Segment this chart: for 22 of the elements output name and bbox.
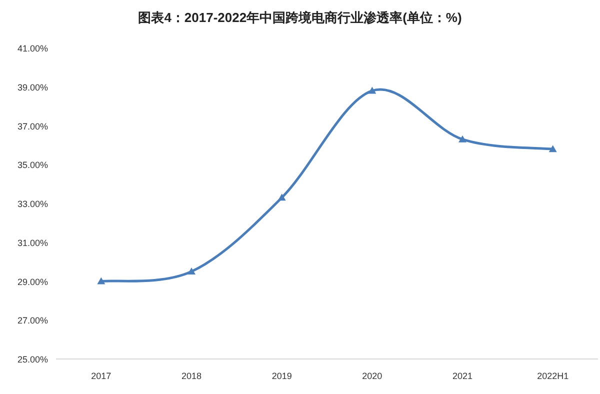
- y-tick-label: 39.00%: [17, 82, 48, 92]
- y-tick-label: 35.00%: [17, 160, 48, 170]
- y-tick-label: 33.00%: [17, 199, 48, 209]
- x-tick-label: 2020: [362, 371, 382, 381]
- point: [458, 135, 466, 142]
- point: [548, 145, 557, 152]
- x-tick-label: 2022H1: [537, 371, 569, 381]
- y-tick-label: 27.00%: [17, 316, 48, 326]
- point: [188, 268, 196, 275]
- x-tick-label: 2018: [181, 371, 202, 381]
- point: [97, 277, 106, 284]
- y-tick-label: 31.00%: [17, 238, 48, 248]
- x-tick-label: 2021: [452, 371, 473, 381]
- y-tick-label: 37.00%: [17, 121, 48, 132]
- point: [278, 194, 286, 201]
- chart-title: 图表4：2017-2022年中国跨境电商行业渗透率(单位：%): [138, 10, 462, 25]
- y-tick-label: 25.00%: [17, 354, 48, 364]
- x-tick-label: 2019: [272, 371, 292, 381]
- y-tick-label: 29.00%: [17, 276, 48, 287]
- y-tick-label: 41.00%: [17, 44, 48, 54]
- point: [368, 86, 376, 94]
- x-tick-label: 2017: [91, 371, 112, 381]
